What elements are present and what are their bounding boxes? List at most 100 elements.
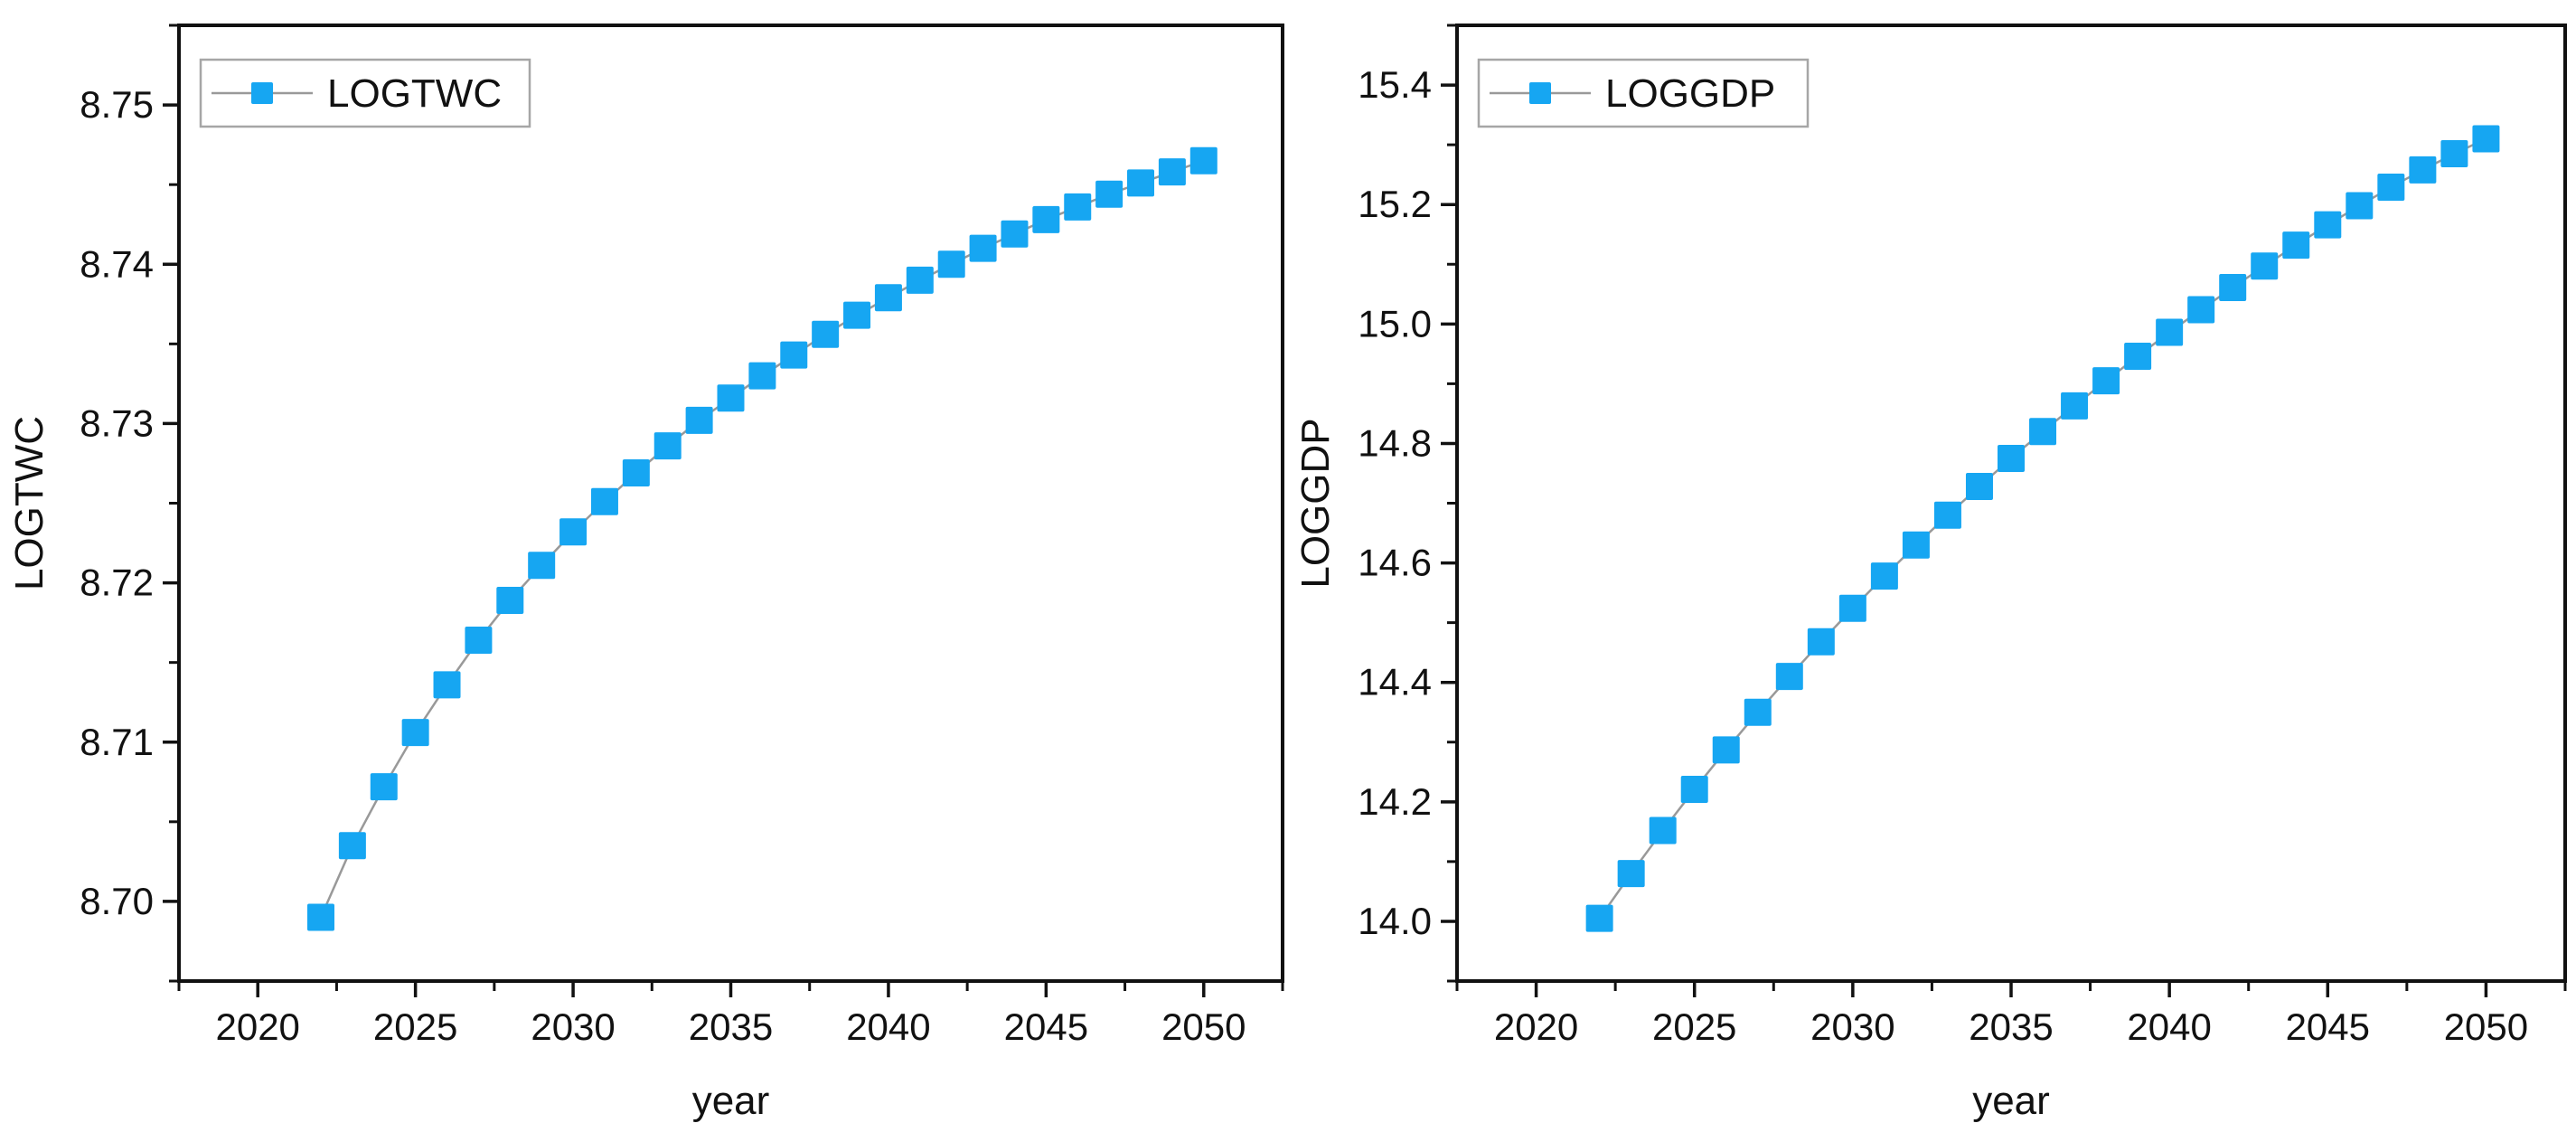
legend-marker-sample: [1529, 82, 1551, 104]
x-axis-tick-label: 2040: [2127, 1005, 2211, 1048]
data-point-marker: [1001, 220, 1029, 248]
data-point-marker: [338, 832, 366, 860]
y-axis-tick-label: 14.2: [1358, 780, 1432, 823]
x-axis-tick-label: 2050: [1161, 1005, 1246, 1048]
data-point-marker: [465, 627, 493, 655]
legend-label: LOGGDP: [1605, 71, 1775, 116]
data-point-marker: [685, 406, 713, 434]
legend-marker-sample: [251, 82, 273, 104]
data-point-marker: [306, 903, 334, 931]
data-point-marker: [1998, 444, 2025, 472]
data-point-marker: [1649, 816, 1677, 845]
data-point-marker: [1032, 205, 1060, 233]
plot-svg-logtwc: 2020 2025 2030 2035 2040 2045 2050 8.70 8.71 8.72…: [7, 24, 1284, 1123]
legend-label: LOGTWC: [327, 71, 502, 116]
data-point-marker: [2346, 192, 2374, 220]
y-axis-title: LOGGDP: [1293, 418, 1338, 588]
data-point-marker: [2251, 252, 2279, 280]
data-point-marker: [1744, 698, 1772, 726]
plot-svg-loggdp: 2020 2025 2030 2035 2040 2045 2050 14.0 14.2 14.4…: [1293, 24, 2567, 1123]
data-point-marker: [748, 362, 776, 390]
data-point-marker: [496, 586, 524, 614]
data-point-marker: [843, 301, 871, 329]
y-axis-tick-label: 8.71: [80, 721, 154, 763]
x-axis-tick-label: 2025: [1652, 1005, 1736, 1048]
x-axis-tick-label: 2035: [689, 1005, 773, 1048]
axis-frame: [177, 24, 1284, 983]
y-axis-tick-label: 8.74: [80, 242, 154, 285]
data-point-marker: [1158, 158, 1186, 186]
y-axis-tick-label: 15.2: [1358, 183, 1432, 225]
data-point-marker: [528, 552, 556, 580]
y-axis-tick-label: 14.8: [1358, 421, 1432, 464]
axis-frame: [1455, 24, 2567, 983]
x-axis-tick-label: 2030: [531, 1005, 615, 1048]
data-point-marker: [370, 773, 398, 801]
x-axis-tick-label: 2020: [215, 1005, 299, 1048]
data-point-marker: [401, 719, 429, 747]
data-point-marker: [1712, 736, 1740, 764]
y-axis-tick-label: 8.75: [80, 83, 154, 126]
y-axis-tick-label: 8.72: [80, 562, 154, 604]
data-point-marker: [717, 384, 745, 412]
data-point-marker: [1617, 860, 1645, 888]
data-point-marker: [559, 518, 588, 546]
y-axis-tick-label: 15.0: [1358, 302, 1432, 344]
data-point-marker: [1838, 594, 1866, 622]
data-point-marker: [1965, 473, 1993, 501]
data-point-marker: [1064, 193, 1092, 221]
data-point-marker: [1095, 180, 1123, 208]
x-axis-tick-label: 2045: [2286, 1005, 2370, 1048]
data-point-marker: [2219, 274, 2247, 302]
y-axis-tick-label: 8.70: [80, 880, 154, 922]
x-axis-tick-label: 2050: [2444, 1005, 2528, 1048]
data-point-marker: [1585, 904, 1613, 932]
x-axis-tick-label: 2030: [1810, 1005, 1894, 1048]
data-point-marker: [653, 432, 682, 460]
data-point-marker: [2092, 367, 2120, 395]
data-point-marker: [1775, 663, 1803, 691]
data-point-marker: [2187, 296, 2215, 324]
x-axis-tick-label: 2035: [1969, 1005, 2053, 1048]
data-point-marker: [780, 341, 808, 369]
data-point-marker: [1127, 169, 1155, 197]
x-axis-title: year: [692, 1079, 770, 1123]
series-line: [1598, 137, 2487, 920]
x-axis-tick-label: 2020: [1494, 1005, 1578, 1048]
x-axis-tick-label: 2025: [373, 1005, 457, 1048]
x-axis-title: year: [1972, 1079, 2050, 1123]
data-point-marker: [622, 459, 650, 487]
data-point-marker: [2061, 392, 2089, 420]
data-point-marker: [590, 487, 618, 515]
data-point-marker: [1870, 562, 1898, 590]
y-axis-tick-label: 14.6: [1358, 542, 1432, 584]
y-axis-title: LOGTWC: [7, 416, 52, 590]
chart-loggdp: 2020 2025 2030 2035 2040 2045 2050 14.0 14.2 14.4…: [1288, 0, 2576, 1137]
data-point-marker: [906, 266, 934, 294]
data-point-marker: [2156, 318, 2184, 346]
data-point-marker: [2282, 231, 2310, 260]
data-point-marker: [2409, 156, 2437, 184]
y-axis-tick-label: 8.73: [80, 401, 154, 444]
data-point-marker: [433, 671, 461, 699]
x-axis-tick-label: 2040: [846, 1005, 930, 1048]
data-point-marker: [1807, 628, 1835, 656]
series-line: [319, 159, 1205, 919]
chart-logtwc: 2020 2025 2030 2035 2040 2045 2050 8.70 8.71 8.72…: [0, 0, 1288, 1137]
data-point-marker: [1680, 775, 1708, 803]
data-point-marker: [1189, 146, 1217, 175]
x-axis-tick-label: 2045: [1004, 1005, 1088, 1048]
data-point-marker: [969, 234, 997, 262]
data-point-marker: [2124, 342, 2152, 370]
y-axis-tick-label: 14.0: [1358, 900, 1432, 942]
y-axis-tick-label: 15.4: [1358, 63, 1432, 106]
data-point-marker: [2377, 174, 2405, 202]
data-point-marker: [1902, 531, 1930, 559]
data-point-marker: [874, 284, 902, 312]
data-point-marker: [937, 250, 965, 278]
data-point-marker: [812, 320, 840, 348]
data-point-marker: [2472, 125, 2500, 153]
data-point-marker: [2440, 140, 2468, 168]
data-point-marker: [2314, 211, 2342, 239]
